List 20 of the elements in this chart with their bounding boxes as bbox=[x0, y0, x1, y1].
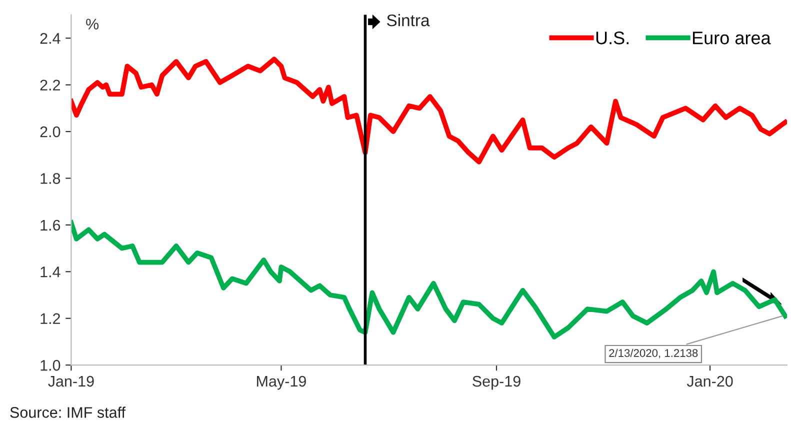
legend-label: Euro area bbox=[692, 32, 771, 44]
y-tick-label: 1.6 bbox=[40, 220, 60, 231]
x-tick-label: May-19 bbox=[257, 376, 306, 390]
source-note: Source: IMF staff bbox=[10, 406, 126, 418]
y-axis-title: % bbox=[86, 18, 99, 30]
line-series bbox=[71, 220, 788, 340]
legend-label: U.S. bbox=[596, 32, 628, 44]
x-tick-label: Jan-19 bbox=[48, 376, 94, 387]
y-tick-label: 2.4 bbox=[40, 33, 60, 44]
y-tick-label: 2.2 bbox=[40, 80, 60, 90]
y-tick-label: 1.0 bbox=[40, 360, 60, 371]
line-series bbox=[71, 56, 788, 164]
x-tick-label: Sep-19 bbox=[472, 376, 520, 390]
annotation: 2/13/2020, 1.2138 bbox=[609, 348, 698, 358]
ref-line-label: Sintra bbox=[386, 14, 430, 26]
x-tick-label: Jan-20 bbox=[686, 376, 733, 387]
y-tick-label: 1.8 bbox=[40, 173, 60, 184]
y-tick-label: 2.0 bbox=[40, 126, 60, 138]
y-tick-label: 1.2 bbox=[40, 313, 60, 324]
y-tick-label: 1.4 bbox=[40, 266, 60, 278]
